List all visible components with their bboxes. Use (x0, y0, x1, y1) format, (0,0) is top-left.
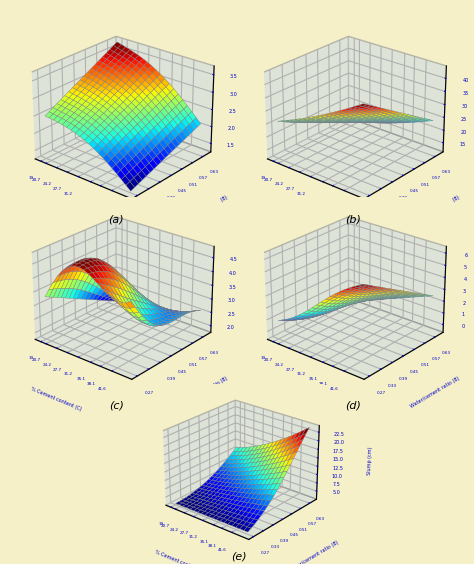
Y-axis label: Water/cement ratio (B): Water/cement ratio (B) (410, 376, 461, 409)
Text: (d): (d) (345, 401, 361, 411)
Y-axis label: Water/cement ratio (B): Water/cement ratio (B) (410, 195, 461, 228)
Text: (b): (b) (345, 215, 361, 225)
X-axis label: % Cement content (C): % Cement content (C) (30, 386, 82, 412)
X-axis label: % Cement content (C): % Cement content (C) (154, 549, 206, 564)
Text: (a): (a) (109, 215, 124, 225)
X-axis label: % Cement content (C): % Cement content (C) (262, 206, 314, 231)
Y-axis label: Water/cement ratio (B): Water/cement ratio (B) (178, 195, 229, 228)
X-axis label: % Cement content (C): % Cement content (C) (30, 206, 82, 231)
Text: (e): (e) (232, 552, 247, 562)
Y-axis label: Water/cement ratio (B): Water/cement ratio (B) (178, 376, 229, 409)
X-axis label: % Cement content (C): % Cement content (C) (262, 386, 314, 412)
Y-axis label: Water/cement ratio (B): Water/cement ratio (B) (289, 539, 340, 564)
Text: (c): (c) (109, 401, 124, 411)
